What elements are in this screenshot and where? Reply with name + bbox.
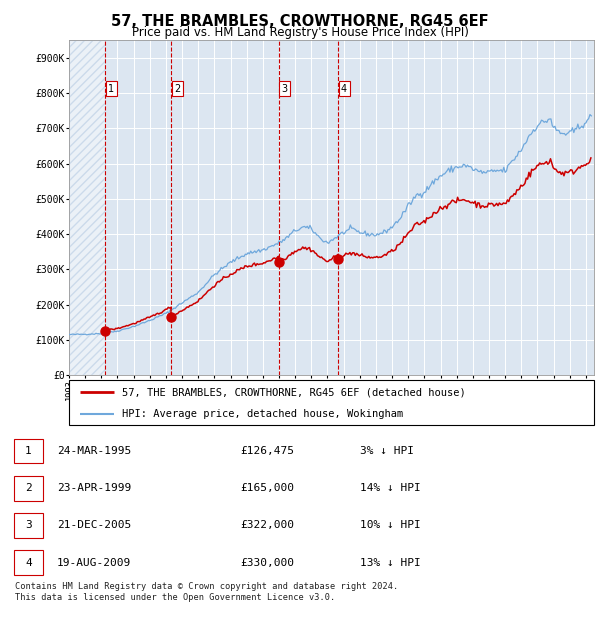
Text: Contains HM Land Registry data © Crown copyright and database right 2024.
This d: Contains HM Land Registry data © Crown c… [15,582,398,603]
Text: £330,000: £330,000 [240,557,294,568]
Text: £322,000: £322,000 [240,520,294,531]
Bar [69,40,105,375]
Text: 19-AUG-2009: 19-AUG-2009 [57,557,131,568]
Bar [69,40,105,375]
Text: 57, THE BRAMBLES, CROWTHORNE, RG45 6EF (detached house): 57, THE BRAMBLES, CROWTHORNE, RG45 6EF (… [121,387,465,397]
Text: £165,000: £165,000 [240,483,294,494]
Text: 3% ↓ HPI: 3% ↓ HPI [360,446,414,456]
Text: Price paid vs. HM Land Registry's House Price Index (HPI): Price paid vs. HM Land Registry's House … [131,26,469,39]
Text: HPI: Average price, detached house, Wokingham: HPI: Average price, detached house, Woki… [121,409,403,419]
Bar [69,40,105,375]
Text: 21-DEC-2005: 21-DEC-2005 [57,520,131,531]
Text: 4: 4 [25,557,32,568]
Text: 57, THE BRAMBLES, CROWTHORNE, RG45 6EF: 57, THE BRAMBLES, CROWTHORNE, RG45 6EF [111,14,489,29]
Text: 14% ↓ HPI: 14% ↓ HPI [360,483,421,494]
Text: 3: 3 [282,84,288,94]
Text: 1: 1 [108,84,115,94]
Text: 2: 2 [174,84,181,94]
Text: 4: 4 [341,84,347,94]
Text: 23-APR-1999: 23-APR-1999 [57,483,131,494]
Text: £126,475: £126,475 [240,446,294,456]
Text: 24-MAR-1995: 24-MAR-1995 [57,446,131,456]
Text: 10% ↓ HPI: 10% ↓ HPI [360,520,421,531]
Text: 2: 2 [25,483,32,494]
Text: 1: 1 [25,446,32,456]
Text: 13% ↓ HPI: 13% ↓ HPI [360,557,421,568]
Text: 3: 3 [25,520,32,531]
